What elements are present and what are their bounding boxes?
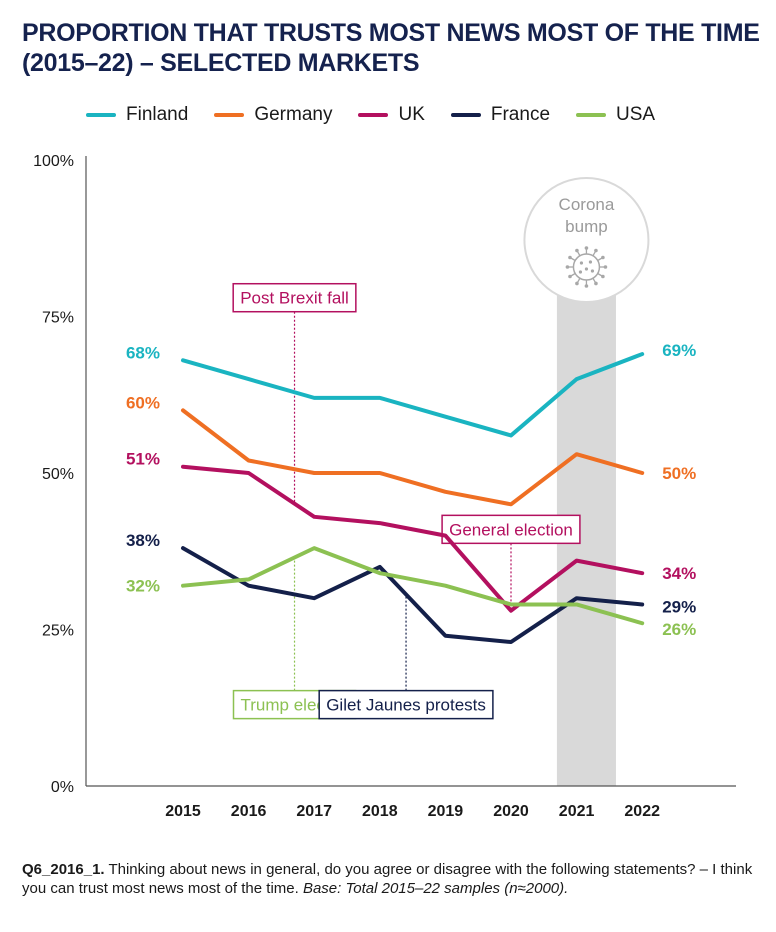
virus-spike-tip: [603, 265, 608, 269]
virus-spike-tip: [594, 248, 598, 253]
highlight-label-line1: Corona: [559, 195, 615, 214]
legend-item-uk: UK: [358, 104, 425, 126]
virus-spike-tip: [575, 248, 579, 253]
end-label-uk: 34%: [662, 564, 696, 583]
virus-spike-tip: [568, 255, 572, 260]
annotation-label: General election: [449, 520, 573, 539]
end-label-usa: 26%: [662, 620, 696, 639]
annotation-box: [441, 514, 581, 545]
footnote-base: Base: Total 2015–22 samples (n≈2000).: [302, 880, 569, 897]
chart-legend: Finland Germany UK France USA: [86, 104, 681, 126]
legend-swatch-uk: [358, 113, 389, 117]
chart-title: PROPORTION THAT TRUSTS MOST NEWS MOST OF…: [22, 19, 760, 77]
x-tick-label: 2019: [428, 803, 464, 820]
end-label-france: 29%: [662, 597, 696, 616]
virus-dot: [578, 270, 583, 274]
annotation-box: [232, 282, 357, 313]
series-line-usa: [181, 546, 645, 626]
y-tick-label: 25%: [42, 623, 74, 640]
legend-item-finland: Finland: [86, 104, 188, 126]
line-chart: Corona bump 0% 25% 50% 75% 100% 2015 2016 2017 201…: [33, 153, 736, 820]
legend-swatch-germany: [214, 113, 245, 117]
virus-dot: [590, 269, 595, 273]
start-label-germany: 60%: [126, 393, 160, 412]
end-label-germany: 50%: [662, 464, 696, 483]
legend-item-france: France: [450, 104, 551, 126]
legend-swatch-usa: [576, 113, 607, 117]
virus-spike-tip: [584, 284, 589, 288]
series-line-uk: [181, 464, 645, 613]
legend-swatch-france: [450, 113, 481, 117]
legend-item-usa: USA: [576, 104, 655, 126]
virus-spike-tip: [601, 255, 605, 260]
y-tick-label: 50%: [42, 466, 74, 483]
legend-label-finland: Finland: [126, 104, 189, 125]
virus-dot: [588, 260, 593, 264]
x-tick-label: 2020: [493, 803, 529, 820]
x-tick-label: 2021: [559, 803, 595, 820]
virus-spike-tip: [594, 281, 598, 286]
series-line-germany: [181, 408, 645, 507]
start-label-uk: 51%: [126, 450, 160, 469]
virus-spike-tip: [584, 246, 589, 250]
start-label-usa: 32%: [126, 577, 160, 596]
start-label-finland: 68%: [126, 343, 160, 362]
virus-dot: [584, 267, 589, 271]
x-tick-label: 2017: [296, 803, 332, 820]
x-tick-label: 2015: [165, 803, 201, 820]
annotation-box: [318, 689, 494, 720]
annotation-label: Gilet Jaunes protests: [326, 696, 486, 715]
virus-spike-tip: [601, 274, 605, 279]
y-tick-label: 100%: [33, 153, 74, 170]
legend-label-germany: Germany: [254, 104, 333, 125]
virus-spike-tip: [565, 265, 570, 269]
x-tick-label: 2022: [624, 803, 660, 820]
footnote-code: Q6_2016_1.: [22, 861, 105, 878]
start-label-france: 38%: [126, 531, 160, 550]
highlight-label-line2: bump: [565, 217, 608, 236]
end-label-finland: 69%: [662, 341, 696, 360]
legend-item-germany: Germany: [214, 104, 332, 126]
legend-label-uk: UK: [398, 104, 425, 125]
series-line-finland: [181, 352, 645, 438]
legend-label-usa: USA: [616, 104, 656, 125]
legend-label-france: France: [490, 104, 551, 125]
footnote: Q6_2016_1. Thinking about news in genera…: [22, 860, 757, 898]
virus-dot: [579, 261, 584, 265]
annotation-label: Post Brexit fall: [240, 289, 349, 308]
highlight-band: [556, 240, 616, 786]
y-tick-label: 0%: [51, 779, 74, 796]
legend-swatch-finland: [86, 113, 116, 117]
x-tick-label: 2016: [231, 803, 267, 820]
virus-spike-tip: [568, 274, 572, 279]
virus-spike-tip: [575, 281, 579, 286]
y-tick-label: 75%: [42, 310, 74, 327]
highlight-circle: [523, 177, 650, 303]
footnote-text: Thinking about news in general, do you a…: [22, 861, 753, 897]
x-tick-label: 2018: [362, 803, 398, 820]
